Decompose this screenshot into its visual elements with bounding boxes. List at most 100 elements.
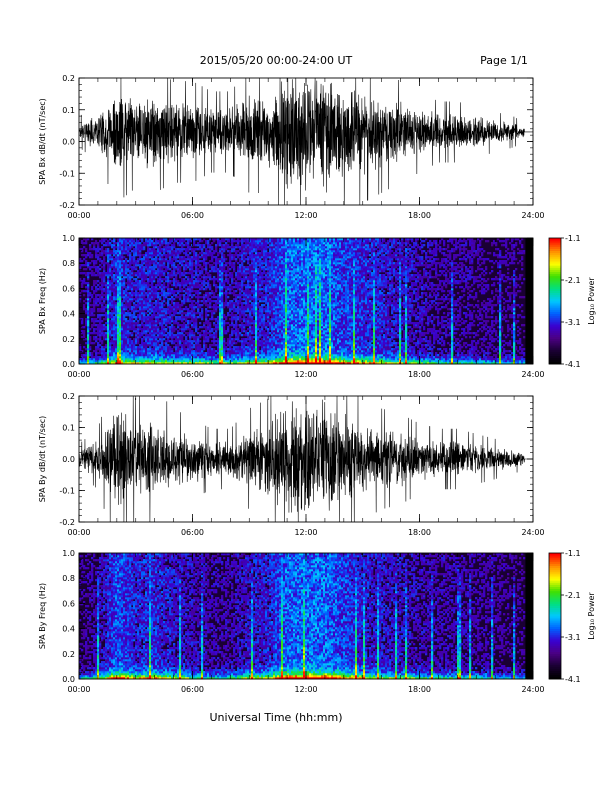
spectrogram-cell xyxy=(117,352,119,354)
spectrogram-cell xyxy=(261,308,263,310)
spectrogram-cell xyxy=(175,240,177,242)
spectrogram-cell xyxy=(253,246,255,248)
spectrogram-cell xyxy=(251,254,253,256)
spectrogram-cell xyxy=(157,336,159,338)
spectrogram-cell xyxy=(255,328,257,330)
spectrogram-cell xyxy=(179,332,181,334)
spectrogram-cell xyxy=(115,268,117,270)
spectrogram-cell xyxy=(181,318,183,320)
spectrogram-cell xyxy=(233,270,235,272)
spectrogram-cell xyxy=(145,242,147,244)
spectrogram-cell xyxy=(163,278,165,280)
spectrogram-cell xyxy=(91,360,93,362)
spectrogram-cell xyxy=(233,314,235,316)
spectrogram-cell xyxy=(107,250,109,252)
spectrogram-cell xyxy=(121,296,123,298)
spectrogram-cell xyxy=(235,258,237,260)
spectrogram-cell xyxy=(133,268,135,270)
spectrogram-cell xyxy=(133,312,135,314)
spectrogram-cell xyxy=(237,354,239,356)
spectrogram-cell xyxy=(197,300,199,302)
spectrogram-cell xyxy=(219,286,221,288)
spectrogram-cell xyxy=(265,314,267,316)
spectrogram-cell xyxy=(195,282,197,284)
spectrogram-cell xyxy=(269,294,271,296)
spectrogram-cell xyxy=(255,300,257,302)
spectrogram-cell xyxy=(141,274,143,276)
spectrogram-cell xyxy=(269,326,271,328)
spectrogram-cell xyxy=(93,350,95,352)
spectrogram-cell xyxy=(165,350,167,352)
spectrogram-cell xyxy=(171,260,173,262)
spectrogram-cell xyxy=(253,298,255,300)
spectrogram-cell xyxy=(117,240,119,242)
spectrogram-cell xyxy=(221,268,223,270)
spectrogram-cell xyxy=(151,252,153,254)
spectrogram-cell xyxy=(117,272,119,274)
spectrogram-cell xyxy=(117,314,119,316)
spectrogram-cell xyxy=(167,308,169,310)
spectrogram-cell xyxy=(195,290,197,292)
spectrogram-cell xyxy=(221,352,223,354)
spectrogram-cell xyxy=(103,348,105,350)
spectrogram-cell xyxy=(221,312,223,314)
spectrogram-cell xyxy=(87,316,89,318)
spectrogram-cell xyxy=(85,338,87,340)
spectrogram-cell xyxy=(85,260,87,262)
spectrogram-cell xyxy=(117,242,119,244)
spectrogram-cell xyxy=(97,268,99,270)
spectrogram-cell xyxy=(233,268,235,270)
y-tick-label: -0.1 xyxy=(59,169,75,178)
spectrogram-cell xyxy=(241,286,243,288)
spectrogram-cell xyxy=(193,300,195,302)
spectrogram-cell xyxy=(203,336,205,338)
spectrogram-cell xyxy=(171,280,173,282)
spectrogram-cell xyxy=(121,314,123,316)
spectrogram-cell xyxy=(91,274,93,276)
spectrogram-cell xyxy=(259,354,261,356)
spectrogram-cell xyxy=(255,270,257,272)
spectrogram-cell xyxy=(241,260,243,262)
spectrogram-cell xyxy=(93,266,95,268)
spectrogram-cell xyxy=(87,324,89,326)
spectrogram-cell xyxy=(105,242,107,244)
spectrogram-cell xyxy=(169,272,171,274)
spectrogram-cell xyxy=(195,336,197,338)
spectrogram-cell xyxy=(249,304,251,306)
spectrogram-cell xyxy=(99,260,101,262)
spectrogram-cell xyxy=(145,326,147,328)
spectrogram-cell xyxy=(257,314,259,316)
spectrogram-cell xyxy=(161,268,163,270)
spectrogram-cell xyxy=(223,280,225,282)
spectrogram-cell xyxy=(99,286,101,288)
spectrogram-cell xyxy=(219,324,221,326)
spectrogram-cell xyxy=(251,248,253,250)
spectrogram-cell xyxy=(233,266,235,268)
spectrogram-cell xyxy=(261,306,263,308)
spectrogram-cell xyxy=(219,316,221,318)
spectrogram-cell xyxy=(99,268,101,270)
spectrogram-cell xyxy=(123,272,125,274)
spectrogram-cell xyxy=(227,274,229,276)
spectrogram-cell xyxy=(105,322,107,324)
spectrogram-cell xyxy=(117,246,119,248)
spectrogram-cell xyxy=(143,300,145,302)
spectrogram-cell xyxy=(269,250,271,252)
spectrogram-cell xyxy=(155,288,157,290)
spectrogram-cell xyxy=(231,356,233,358)
spectrogram-cell xyxy=(163,318,165,320)
spectrogram-cell xyxy=(125,314,127,316)
spectrogram-cell xyxy=(243,294,245,296)
spectrogram-cell xyxy=(119,304,121,306)
spectrogram-cell xyxy=(269,348,271,350)
spectrogram-cell xyxy=(85,358,87,360)
spectrogram-cell xyxy=(187,310,189,312)
spectrogram-cell xyxy=(191,270,193,272)
spectrogram-cell xyxy=(101,254,103,256)
spectrogram-cell xyxy=(243,296,245,298)
spectrogram-cell xyxy=(229,352,231,354)
spectrogram-cell xyxy=(165,270,167,272)
spectrogram-cell xyxy=(165,276,167,278)
spectrogram-cell xyxy=(149,330,151,332)
spectrogram-cell xyxy=(219,310,221,312)
